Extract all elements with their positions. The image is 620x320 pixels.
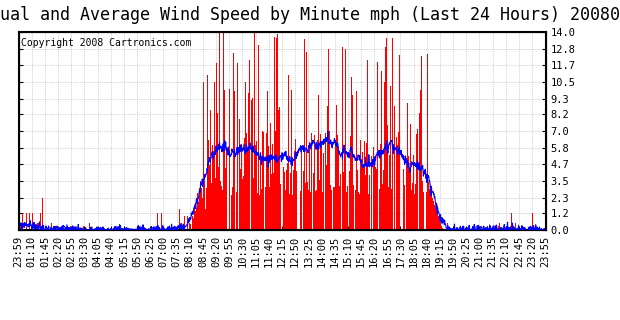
Text: Actual and Average Wind Speed by Minute mph (Last 24 Hours) 20080820: Actual and Average Wind Speed by Minute …	[0, 6, 620, 24]
Text: Copyright 2008 Cartronics.com: Copyright 2008 Cartronics.com	[21, 38, 192, 48]
